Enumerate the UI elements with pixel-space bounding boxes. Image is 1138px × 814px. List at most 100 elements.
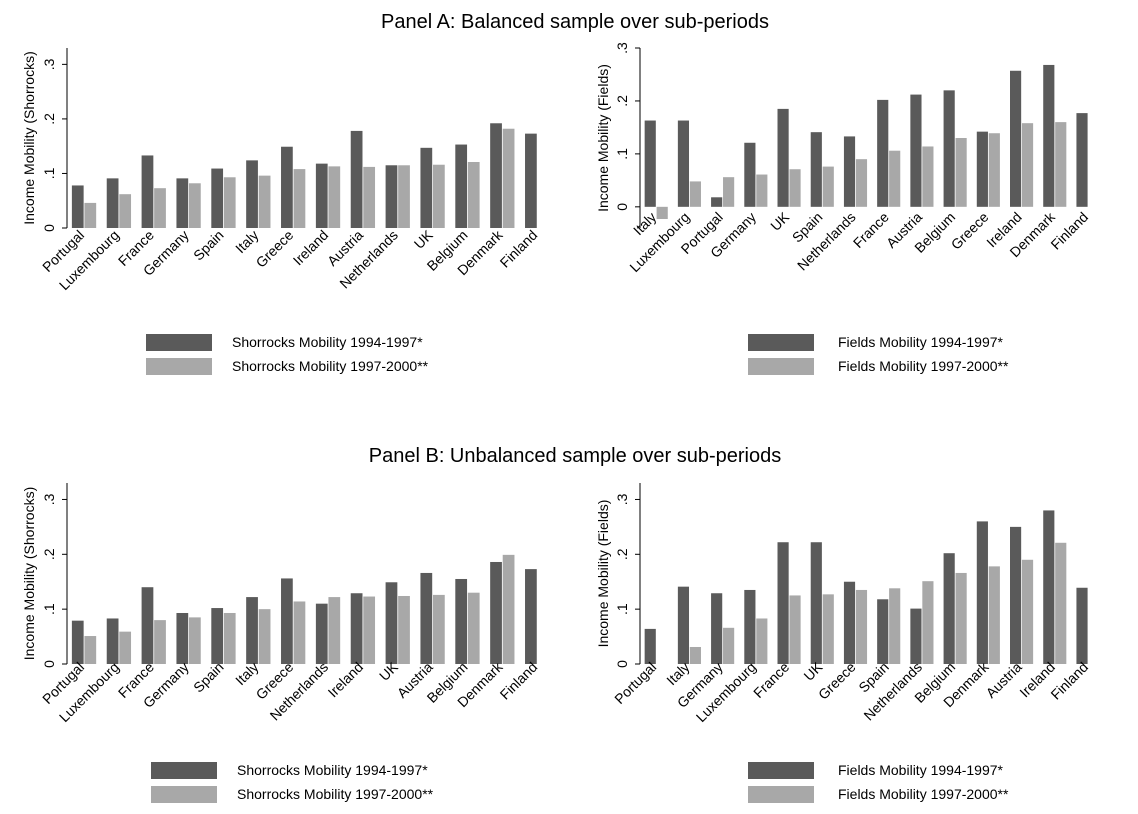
- y-tick-label: .3: [614, 42, 630, 54]
- bar: [677, 586, 690, 664]
- legend-label: Fields Mobility 1997-2000**: [838, 786, 1009, 802]
- bar: [789, 169, 801, 207]
- bar: [677, 120, 690, 207]
- bar: [350, 593, 363, 664]
- y-axis-title: Income Mobility (Fields): [595, 64, 611, 212]
- bar: [258, 175, 271, 228]
- bar: [211, 168, 224, 228]
- bar: [398, 165, 410, 228]
- x-tick-label: Greece: [253, 227, 297, 271]
- bar: [84, 202, 97, 228]
- bar: [922, 581, 934, 664]
- bar: [843, 136, 856, 207]
- x-tick-label: Finland: [497, 227, 541, 271]
- legend-swatch: [748, 358, 814, 375]
- bar: [106, 618, 119, 664]
- bar: [789, 595, 801, 664]
- bar: [689, 646, 701, 664]
- bar: [822, 166, 834, 207]
- bar: [1055, 542, 1067, 664]
- bar: [154, 620, 166, 664]
- y-tick-label: 0: [614, 660, 630, 668]
- bar: [363, 596, 376, 664]
- y-tick-label: .2: [41, 548, 57, 560]
- legend-label: Fields Mobility 1994-1997*: [838, 334, 1004, 350]
- bar: [889, 588, 901, 664]
- bar: [328, 597, 341, 664]
- bar: [656, 206, 668, 219]
- bar: [525, 133, 537, 228]
- bar: [810, 132, 822, 207]
- legend-swatch: [748, 334, 814, 351]
- bar: [467, 592, 480, 664]
- bar: [502, 128, 515, 228]
- bar: [1010, 526, 1022, 664]
- bar: [189, 183, 201, 228]
- bar: [822, 594, 834, 664]
- bar: [246, 160, 258, 228]
- x-tick-label: Spain: [190, 659, 227, 696]
- bar: [84, 636, 97, 664]
- bar: [258, 609, 271, 664]
- bar: [756, 618, 768, 664]
- x-tick-label: Finland: [1047, 209, 1091, 253]
- bar: [119, 631, 132, 664]
- bar: [106, 178, 119, 228]
- y-tick-label: .1: [41, 603, 57, 615]
- bar: [1076, 587, 1088, 664]
- y-tick-label: .1: [614, 148, 630, 160]
- bar: [689, 181, 701, 207]
- x-tick-label: UK: [800, 658, 826, 684]
- bar: [988, 566, 1000, 664]
- bar: [189, 617, 201, 664]
- bar: [363, 166, 376, 228]
- bar: [711, 197, 723, 207]
- bar: [976, 521, 988, 664]
- bar: [141, 155, 154, 228]
- bar: [293, 169, 306, 228]
- y-tick-label: .3: [614, 493, 630, 505]
- bar: [644, 628, 656, 664]
- bar: [141, 587, 154, 664]
- y-tick-label: .1: [41, 167, 57, 179]
- bar: [315, 603, 328, 664]
- legend-swatch: [151, 762, 217, 779]
- bar: [877, 99, 889, 207]
- bar: [711, 593, 723, 664]
- bar: [490, 123, 502, 228]
- bar: [1043, 510, 1055, 664]
- bar: [385, 582, 398, 664]
- bar: [1010, 70, 1022, 207]
- bar: [176, 178, 189, 228]
- legend-label: Shorrocks Mobility 1997-2000**: [232, 358, 429, 374]
- bar: [1021, 559, 1034, 664]
- bar: [154, 188, 166, 228]
- bar: [744, 142, 756, 207]
- bar: [398, 595, 410, 664]
- y-tick-label: .3: [41, 493, 57, 505]
- bar: [777, 542, 789, 664]
- panel-b-title: Panel B: Unbalanced sample over sub-peri…: [369, 445, 781, 467]
- bar: [855, 159, 868, 207]
- bar: [350, 130, 363, 228]
- x-tick-label: Greece: [948, 209, 992, 253]
- panel-a-title: Panel A: Balanced sample over sub-period…: [381, 11, 769, 33]
- bar: [976, 131, 988, 207]
- y-tick-label: 0: [41, 660, 57, 668]
- y-tick-label: 0: [614, 203, 630, 211]
- bar: [889, 150, 901, 207]
- bar: [910, 94, 922, 207]
- bar: [420, 572, 433, 664]
- bar: [211, 608, 224, 664]
- bar: [777, 108, 789, 207]
- bar: [843, 581, 856, 664]
- bar: [433, 594, 445, 664]
- bar: [433, 164, 445, 228]
- bar: [455, 144, 468, 228]
- x-tick-label: Ireland: [325, 659, 367, 701]
- bar: [810, 542, 822, 664]
